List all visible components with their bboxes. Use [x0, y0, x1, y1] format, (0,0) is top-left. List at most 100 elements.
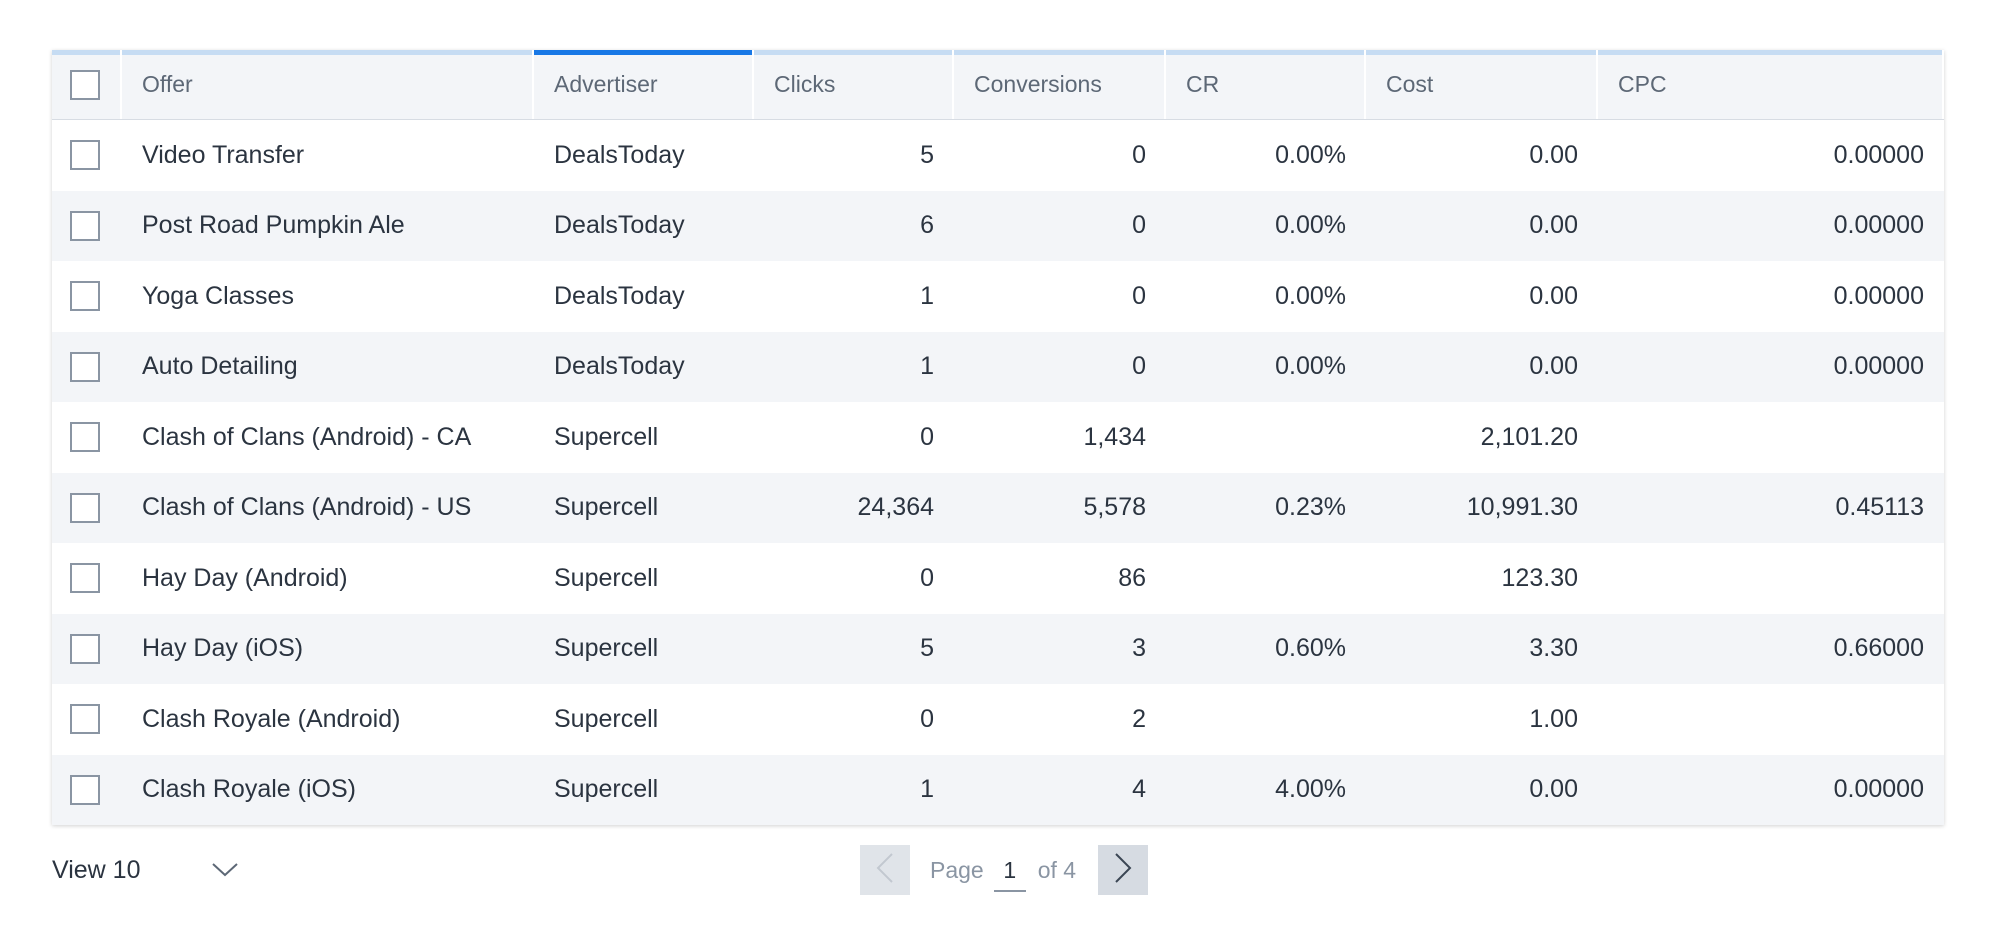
cpc-cell: 0.00000 — [1833, 281, 1924, 310]
row-select-cell — [52, 332, 122, 403]
conversions-cell: 0 — [1132, 140, 1146, 169]
clicks-cell: 1 — [920, 775, 934, 804]
table-row[interactable]: Video Transfer DealsToday 5 0 0.00% 0.00 0.000… — [52, 120, 1944, 191]
clicks-cell: 1 — [920, 281, 934, 310]
table-header: Offer Advertiser Clicks Conversions CR C… — [52, 50, 1944, 120]
row-select-cell — [52, 684, 122, 755]
offer-cell: Hay Day (Android) — [142, 563, 348, 592]
advertiser-cell: Supercell — [554, 493, 659, 522]
row-select-cell — [52, 755, 122, 826]
advertiser-cell: DealsToday — [554, 352, 685, 381]
column-header-conversions[interactable]: Conversions — [954, 50, 1166, 119]
table-row[interactable]: Auto Detailing DealsToday 1 0 0.00% 0.00 0.000… — [52, 331, 1944, 403]
cpc-cell: 0.00000 — [1833, 211, 1924, 240]
cost-cell: 0.00 — [1529, 775, 1578, 804]
view-count-label: View 10 — [52, 855, 141, 884]
table-row[interactable]: Clash of Clans (Android) - US Supercell 24… — [52, 472, 1944, 543]
clicks-cell: 1 — [920, 352, 934, 381]
cr-cell: 0.00% — [1275, 352, 1346, 381]
clicks-cell: 24,364 — [857, 493, 934, 522]
offer-cell: Post Road Pumpkin Ale — [142, 211, 405, 240]
conversions-cell: 1,434 — [1083, 422, 1146, 451]
cost-cell: 3.30 — [1529, 634, 1578, 663]
row-checkbox[interactable] — [70, 281, 100, 312]
cost-cell: 123.30 — [1501, 563, 1578, 592]
row-checkbox[interactable] — [70, 774, 100, 805]
view-count-dropdown[interactable]: View 10 — [52, 844, 252, 896]
table-row[interactable]: Clash Royale (Android) Supercell 0 2 1.00 — [52, 684, 1944, 755]
table-row[interactable]: Post Road Pumpkin Ale DealsToday 6 0 0.00% 0.… — [52, 190, 1944, 262]
table-row[interactable]: Clash Royale (iOS) Supercell 1 4 4.00% 0.00 0.… — [52, 754, 1944, 826]
cr-cell: 0.00% — [1275, 211, 1346, 240]
offer-cell: Clash of Clans (Android) - CA — [142, 422, 472, 451]
row-select-cell — [52, 614, 122, 685]
cost-cell: 1.00 — [1529, 704, 1578, 733]
row-checkbox[interactable] — [70, 633, 100, 664]
advertiser-cell: Supercell — [554, 775, 659, 804]
prev-page-button[interactable] — [860, 845, 910, 895]
table-body: Video Transfer DealsToday 5 0 0.00% 0.00 0.000… — [52, 120, 1944, 825]
offer-cell: Clash of Clans (Android) - US — [142, 493, 472, 522]
conversions-cell: 2 — [1132, 704, 1146, 733]
clicks-cell: 0 — [920, 422, 934, 451]
row-select-cell — [52, 120, 122, 191]
page-label: Page — [930, 856, 984, 883]
row-checkbox[interactable] — [70, 351, 100, 382]
chevron-down-icon — [210, 858, 240, 887]
clicks-cell: 6 — [920, 211, 934, 240]
clicks-cell: 0 — [920, 704, 934, 733]
cpc-cell: 0.00000 — [1833, 352, 1924, 381]
cpc-cell: 0.45113 — [1835, 493, 1924, 522]
conversions-cell: 4 — [1132, 775, 1146, 804]
offer-cell: Clash Royale (iOS) — [142, 775, 356, 804]
table-row[interactable]: Clash of Clans (Android) - CA Supercell 0 1… — [52, 402, 1944, 473]
offer-cell: Yoga Classes — [142, 281, 294, 310]
clicks-cell: 5 — [920, 140, 934, 169]
conversions-cell: 0 — [1132, 281, 1146, 310]
select-all-checkbox[interactable] — [70, 69, 100, 100]
row-checkbox[interactable] — [70, 704, 100, 735]
cr-cell — [1166, 684, 1366, 755]
advertiser-cell: DealsToday — [554, 140, 685, 169]
advertiser-cell: Supercell — [554, 563, 659, 592]
cr-cell: 0.23% — [1275, 493, 1346, 522]
chevron-right-icon — [1111, 851, 1135, 890]
column-header-cr[interactable]: CR — [1166, 50, 1366, 119]
column-header-clicks[interactable]: Clicks — [754, 50, 954, 119]
offer-cell: Video Transfer — [142, 140, 305, 169]
cost-cell: 10,991.30 — [1466, 493, 1578, 522]
table-row[interactable]: Yoga Classes DealsToday 1 0 0.00% 0.00 0.00000 — [52, 261, 1944, 332]
pagination: Page 1 of 4 — [860, 844, 1149, 896]
column-header-advertiser[interactable]: Advertiser — [534, 50, 754, 119]
column-header-offer[interactable]: Offer — [122, 50, 534, 119]
row-checkbox[interactable] — [70, 422, 100, 453]
cr-cell — [1166, 543, 1366, 614]
row-checkbox[interactable] — [70, 563, 100, 594]
table-row[interactable]: Hay Day (iOS) Supercell 5 3 0.60% 3.30 0.66000 — [52, 613, 1944, 685]
row-checkbox[interactable] — [70, 210, 100, 241]
advertiser-cell: Supercell — [554, 422, 659, 451]
row-checkbox[interactable] — [70, 140, 100, 171]
cr-cell: 0.60% — [1275, 634, 1346, 663]
offer-cell: Auto Detailing — [142, 352, 298, 381]
header-select-all-cell — [52, 50, 122, 119]
table-row[interactable]: Hay Day (Android) Supercell 0 86 123.30 — [52, 543, 1944, 614]
cost-cell: 0.00 — [1529, 140, 1578, 169]
page-total-label: of 4 — [1037, 856, 1077, 883]
current-page-input[interactable]: 1 — [993, 857, 1026, 892]
conversions-cell: 0 — [1132, 352, 1146, 381]
cpc-cell: 0.00000 — [1833, 140, 1924, 169]
cpc-cell: 0.66000 — [1833, 634, 1924, 663]
next-page-button[interactable] — [1098, 845, 1149, 895]
advertiser-cell: DealsToday — [554, 211, 685, 240]
column-header-cost[interactable]: Cost — [1366, 50, 1598, 119]
cost-cell: 0.00 — [1529, 281, 1578, 310]
row-select-cell — [52, 191, 122, 262]
cr-cell: 4.00% — [1275, 775, 1346, 804]
column-header-cpc[interactable]: CPC — [1598, 50, 1944, 119]
offer-cell: Clash Royale (Android) — [142, 704, 401, 733]
row-select-cell — [52, 402, 122, 473]
row-checkbox[interactable] — [70, 492, 100, 523]
cpc-cell — [1598, 402, 1944, 473]
offer-cell: Hay Day (iOS) — [142, 634, 304, 663]
